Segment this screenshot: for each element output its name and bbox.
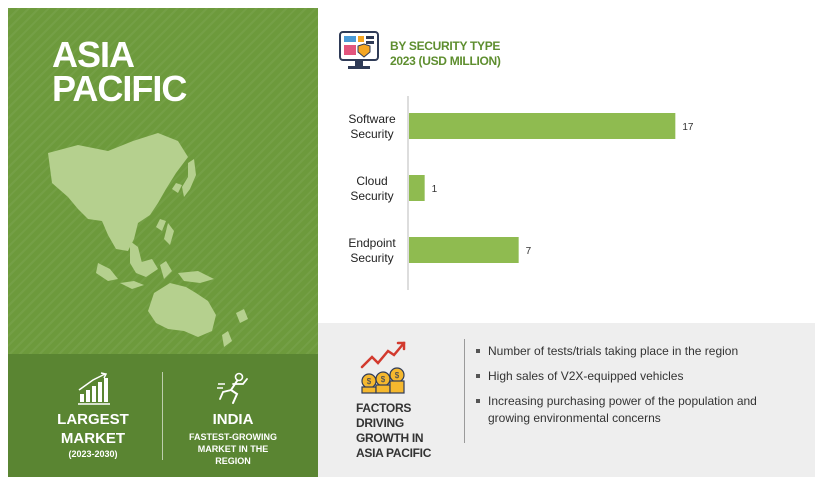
region-title-line1: ASIA bbox=[52, 34, 135, 75]
data-label: 1 bbox=[432, 184, 438, 195]
region-title: ASIA PACIFIC bbox=[52, 34, 187, 109]
bar bbox=[409, 237, 519, 263]
chart-panel: BY SECURITY TYPE 2023 (USD MILLION) 17 So… bbox=[318, 8, 815, 323]
factor-item: Increasing purchasing power of the popul… bbox=[476, 393, 796, 427]
svg-text:$: $ bbox=[367, 377, 372, 386]
factor-item: High sales of V2X-equipped vehicles bbox=[476, 368, 796, 385]
category-label: Cloud Security bbox=[350, 174, 393, 203]
factors-title-line3: GROWTH IN bbox=[356, 431, 424, 445]
largest-market-stat: LARGEST MARKET (2023-2030) bbox=[48, 372, 138, 460]
category-label: Endpoint Security bbox=[348, 236, 396, 265]
chart-title: BY SECURITY TYPE 2023 (USD MILLION) bbox=[390, 39, 501, 69]
runner-icon bbox=[217, 372, 248, 404]
factors-list: Number of tests/trials taking place in t… bbox=[476, 343, 796, 435]
factors-title-line2: DRIVING bbox=[356, 416, 404, 430]
key-stats: LARGEST MARKET (2023-2030) INDIA FASTEST… bbox=[8, 354, 318, 477]
bar-chart: 17 Software Security 1 Cloud Security 7 Endpoin… bbox=[348, 96, 694, 290]
factors-divider bbox=[464, 339, 465, 443]
region-title-line2: PACIFIC bbox=[52, 68, 187, 109]
data-label: 7 bbox=[526, 246, 532, 257]
fastest-growing-stat: INDIA FASTEST-GROWING MARKET IN THE REGI… bbox=[178, 372, 288, 467]
region-panel: ASIA PACIFIC bbox=[8, 8, 318, 477]
bar bbox=[409, 175, 425, 201]
market-label: MARKET bbox=[60, 430, 126, 447]
period-label: (2023-2030) bbox=[68, 449, 118, 459]
svg-text:$: $ bbox=[381, 375, 386, 384]
growth-factors-panel: $ $ $ FACTORS DRIVING GROWTH IN ASIA PAC… bbox=[318, 323, 815, 477]
data-label: 17 bbox=[682, 122, 694, 133]
factors-title: FACTORS DRIVING GROWTH IN ASIA PACIFIC bbox=[356, 401, 431, 461]
fastest-growing-line1: FASTEST-GROWING bbox=[188, 432, 277, 442]
security-monitor-icon bbox=[339, 31, 379, 69]
fastest-growing-line2: MARKET IN THE bbox=[197, 444, 269, 454]
fastest-growing-line3: REGION bbox=[215, 456, 251, 466]
stat-divider bbox=[162, 372, 163, 460]
bar-growth-icon bbox=[78, 372, 110, 405]
svg-text:$: $ bbox=[395, 371, 400, 380]
category-label: Software Security bbox=[348, 112, 396, 141]
country-label: INDIA bbox=[212, 411, 254, 428]
factors-title-line4: ASIA PACIFIC bbox=[356, 446, 432, 460]
factor-item: Number of tests/trials taking place in t… bbox=[476, 343, 796, 360]
factors-title-line1: FACTORS bbox=[356, 401, 412, 415]
chart-title-line1: BY SECURITY TYPE bbox=[390, 39, 501, 53]
chart-title-line2: 2023 (USD MILLION) bbox=[390, 54, 501, 68]
asia-pacific-map-icon bbox=[48, 133, 248, 347]
largest-label: LARGEST bbox=[57, 411, 129, 428]
coins-growth-icon: $ $ $ bbox=[360, 341, 406, 394]
bar bbox=[409, 113, 676, 139]
